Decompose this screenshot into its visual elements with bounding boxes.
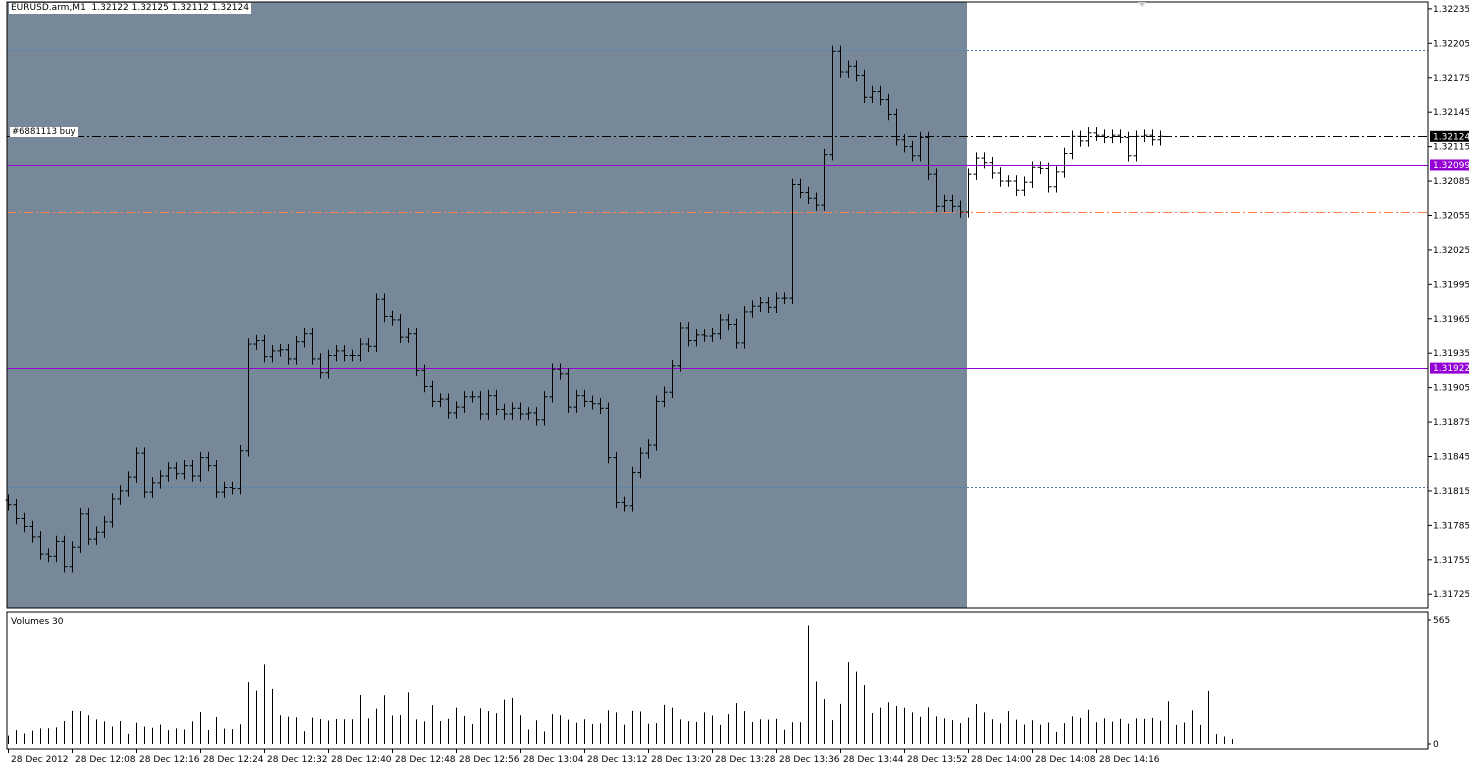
volume-scale-max: 565 <box>1433 616 1450 626</box>
time-axis-label: 28 Dec 12:56 <box>459 755 520 765</box>
time-axis-label: 28 Dec 13:12 <box>587 755 648 765</box>
time-axis[interactable]: 28 Dec 2012 28 Dec 12:08 28 Dec 12:16 28 De… <box>8 749 1160 765</box>
price-tag-open_order <box>1430 130 1469 142</box>
scroll-marker-icon[interactable] <box>1138 2 1146 7</box>
volume-panel-title: Volumes 30 <box>11 617 64 627</box>
price-scale-label: 1.32055 <box>1433 211 1469 221</box>
price-scale-label: 1.32115 <box>1433 143 1469 153</box>
price-scale[interactable]: 1.32235 1.32205 1.32175 1.32145 1.32115 1.320… <box>1428 5 1469 600</box>
price-scale-label: 1.31905 <box>1433 384 1469 394</box>
price-scale-label: 1.32025 <box>1433 246 1469 256</box>
order-label[interactable]: #6881113 buy <box>10 127 78 137</box>
volume-scale-min: 0 <box>1433 740 1439 750</box>
price-scale-label: 1.31725 <box>1433 590 1469 600</box>
time-axis-label: 28 Dec 12:24 <box>203 755 264 765</box>
price-scale-label: 1.32085 <box>1433 177 1469 187</box>
time-axis-label: 28 Dec 14:08 <box>1035 755 1096 765</box>
price-scale-label: 1.32235 <box>1433 5 1469 15</box>
price-tag-label-open_order: 1.32124 <box>1433 132 1469 142</box>
price-tags: 1.32124 1.32099 1.31922 <box>1430 130 1469 374</box>
history-shading <box>7 2 967 608</box>
time-axis-label: 28 Dec 13:44 <box>843 755 904 765</box>
main-chart-frame <box>6 1 1429 609</box>
volume-bars <box>8 625 1233 744</box>
price-scale-label: 1.31815 <box>1433 487 1469 497</box>
time-axis-label: 28 Dec 13:36 <box>779 755 840 765</box>
price-tag-label-level_upper: 1.32099 <box>1433 161 1469 171</box>
time-axis-label: 28 Dec 13:04 <box>523 755 584 765</box>
price-scale-label: 1.31755 <box>1433 556 1469 566</box>
price-scale-label: 1.32175 <box>1433 74 1469 84</box>
time-axis-label: 28 Dec 12:16 <box>139 755 200 765</box>
price-bars <box>5 45 1164 573</box>
ohlc-readout: 1.32122 1.32125 1.32112 1.32124 <box>91 3 249 13</box>
volume-panel-background <box>7 612 1428 749</box>
time-axis-label: 28 Dec 13:28 <box>715 755 776 765</box>
time-axis-label: 28 Dec 14:00 <box>971 755 1032 765</box>
price-scale-label: 1.31995 <box>1433 280 1469 290</box>
price-scale-label: 1.32145 <box>1433 108 1469 118</box>
price-scale-label: 1.32205 <box>1433 39 1469 49</box>
horizontal-levels <box>7 50 1428 488</box>
time-axis-label: 28 Dec 14:16 <box>1099 755 1160 765</box>
price-scale-label: 1.31935 <box>1433 349 1469 359</box>
time-axis-label: 28 Dec 12:40 <box>331 755 392 765</box>
time-axis-label: 28 Dec 13:52 <box>907 755 968 765</box>
time-axis-label: 28 Dec 12:08 <box>75 755 136 765</box>
price-scale-label: 1.31845 <box>1433 453 1469 463</box>
price-scale-label: 1.31785 <box>1433 521 1469 531</box>
price-scale-label: 1.31965 <box>1433 315 1469 325</box>
chart-header: EURUSD.arm,M1 1.32122 1.32125 1.32112 1.… <box>9 3 251 14</box>
price-scale-label: 1.31875 <box>1433 418 1469 428</box>
time-axis-label: 28 Dec 2012 <box>11 755 69 765</box>
time-axis-label: 28 Dec 12:48 <box>395 755 456 765</box>
symbol-label: EURUSD.arm,M1 <box>11 3 86 13</box>
volume-panel-frame <box>6 611 1429 750</box>
time-axis-label: 28 Dec 13:20 <box>651 755 712 765</box>
price-tag-level_lower <box>1430 362 1469 374</box>
price-tag-label-level_lower: 1.31922 <box>1433 364 1469 374</box>
time-axis-label: 28 Dec 12:32 <box>267 755 328 765</box>
price-tag-level_upper <box>1430 159 1469 171</box>
